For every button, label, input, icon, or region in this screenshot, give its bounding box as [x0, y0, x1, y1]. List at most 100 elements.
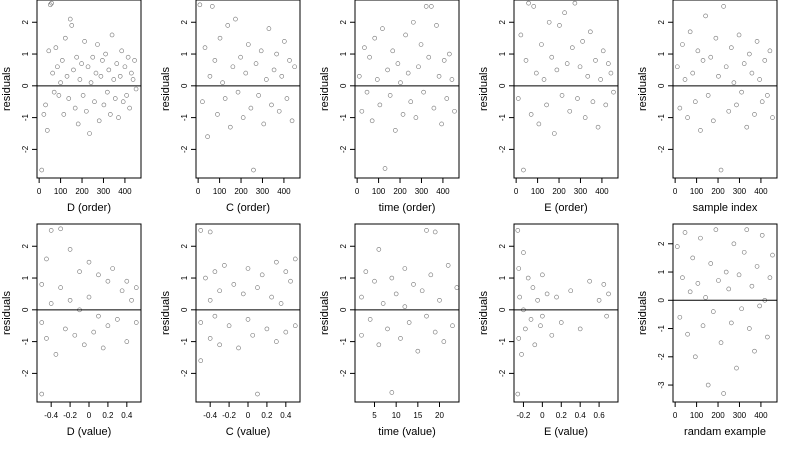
residual-point [129, 297, 134, 303]
x-tick-label: 100 [531, 187, 545, 196]
residual-point [82, 39, 87, 44]
residual-point [405, 70, 411, 76]
residual-point [516, 336, 522, 341]
residual-point [359, 332, 364, 338]
y-tick-label: -1 [21, 338, 30, 346]
residual-point [90, 54, 96, 60]
residual-point [250, 332, 256, 338]
y-tick-label: -3 [657, 381, 666, 389]
residual-point [127, 105, 132, 111]
residual-point [682, 77, 688, 82]
x-axis-label: randam example [684, 426, 766, 438]
residual-point [731, 80, 737, 85]
y-tick-label: -1 [180, 338, 189, 346]
residual-point [80, 93, 86, 98]
x-axis-label: time (value) [378, 426, 435, 438]
residual-point [207, 297, 213, 303]
residual-point [739, 306, 744, 312]
residual-point [58, 285, 63, 290]
residual-point [274, 339, 279, 344]
y-tick-label: -1 [21, 114, 30, 122]
residual-point [96, 118, 102, 124]
residual-point [44, 256, 49, 262]
residual-point [539, 42, 544, 47]
residual-point [58, 80, 63, 85]
residual-point [721, 391, 726, 396]
x-tick-label: 100 [54, 187, 68, 196]
residual-point [680, 275, 685, 280]
residual-point [564, 61, 570, 66]
residual-point [600, 48, 606, 54]
y-axis-label: residuals [637, 66, 649, 111]
residual-point [695, 48, 701, 54]
x-tick-label: 300 [733, 187, 747, 196]
y-tick-label: -2 [339, 369, 348, 377]
y-tick-label: 2 [180, 19, 189, 24]
y-tick-label: -2 [21, 369, 30, 377]
residual-point [677, 105, 683, 111]
residual-point [55, 64, 60, 70]
residual-point [240, 291, 246, 297]
residual-point [588, 29, 593, 35]
residual-point [61, 112, 67, 117]
y-axis-label: residuals [478, 290, 490, 335]
residual-point [540, 272, 545, 278]
y-axis-label: residuals [637, 290, 649, 335]
residual-point [51, 89, 57, 95]
residual-point [416, 64, 421, 70]
residual-point [84, 108, 89, 114]
residual-point [85, 64, 91, 70]
residual-point [544, 102, 549, 108]
x-tick-label: 300 [256, 187, 270, 196]
residual-point [220, 80, 225, 85]
y-tick-label: 0 [21, 307, 30, 312]
residual-point [69, 23, 75, 28]
residual-point [67, 297, 73, 303]
residual-point [217, 35, 223, 41]
residual-point [93, 70, 99, 76]
residual-point [687, 29, 693, 35]
residual-point [741, 61, 747, 66]
residual-point [390, 48, 396, 54]
residual-point [445, 263, 451, 268]
y-axis-label: residuals [1, 290, 13, 335]
residual-panel: 0 100 200 300 400 -2 -1 0 1 2 D (order) residuals [1, 0, 142, 214]
residual-point [538, 323, 543, 329]
residual-point [585, 73, 591, 79]
residual-point [380, 301, 386, 306]
residual-point [674, 244, 680, 249]
residual-point [251, 167, 256, 173]
y-tick-label: -2 [657, 353, 666, 361]
residual-point [225, 23, 231, 28]
residual-point [122, 64, 128, 70]
residual-point [552, 131, 557, 136]
residual-point [736, 32, 742, 38]
residual-point [124, 339, 130, 344]
plot-frame [36, 223, 142, 403]
x-tick-label: -0.2 [517, 411, 531, 420]
residual-point [535, 297, 540, 303]
residual-point [197, 2, 203, 8]
residual-point [292, 256, 298, 262]
residual-point [757, 303, 762, 309]
residual-point [685, 115, 690, 120]
residual-point [217, 288, 222, 294]
residual-point [726, 286, 732, 292]
y-axis-label: residuals [319, 66, 331, 111]
residual-point [421, 89, 426, 95]
residual-point [228, 124, 233, 130]
residual-point [729, 45, 734, 50]
residual-point [100, 345, 106, 351]
residual-point [528, 317, 534, 322]
residual-point [359, 108, 365, 114]
residual-point [105, 89, 110, 95]
residual-point [439, 121, 444, 127]
residual-point [200, 99, 205, 105]
residual-point [198, 228, 204, 233]
plot-frame [195, 0, 301, 179]
y-tick-label: -1 [498, 338, 507, 346]
residual-point [744, 227, 750, 232]
residual-point [233, 16, 238, 22]
residual-point [759, 99, 765, 105]
residual-panel: 5 10 15 20 -2 -1 0 1 2 time (value) residuals [319, 223, 460, 438]
